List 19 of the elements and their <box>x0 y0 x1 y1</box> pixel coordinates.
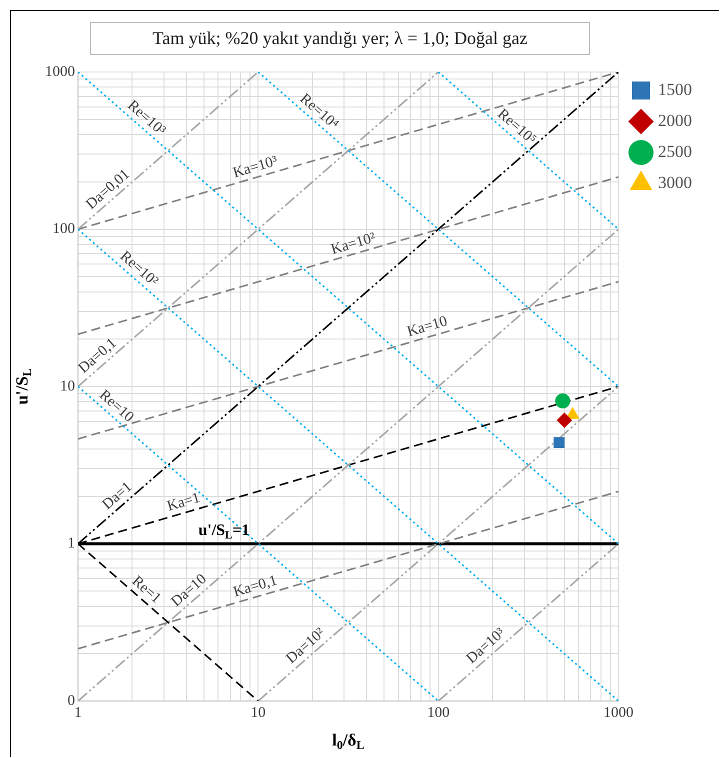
x-tick-label: 1000 <box>604 704 634 721</box>
y-tick-label: 100 <box>52 221 75 238</box>
annotation: Ka=10² <box>329 230 378 258</box>
annotation: Ka=10 <box>405 313 450 340</box>
x-tick-label: 100 <box>427 704 450 721</box>
y-tick-label: 0 <box>68 692 75 709</box>
annotation: Ka=10³ <box>231 153 280 182</box>
y-tick-label: 1000 <box>45 64 75 80</box>
x-tick-label: 10 <box>250 704 266 721</box>
y-axis-title: u'/SL <box>12 368 34 405</box>
legend-label: 2000 <box>658 110 692 130</box>
legend-label: 3000 <box>658 172 692 192</box>
y-tick-label: 1 <box>68 536 75 552</box>
y-tick-label: 10 <box>60 378 75 394</box>
legend-label: 2500 <box>658 142 692 161</box>
annotation: Ka=0,1 <box>232 572 280 600</box>
annotation: Ka=1 <box>165 490 202 515</box>
chart-title: Tam yük; %20 yakıt yandığı yer; λ = 1,0; Doğal gaz <box>90 22 590 55</box>
legend-label: 1500 <box>658 80 692 99</box>
